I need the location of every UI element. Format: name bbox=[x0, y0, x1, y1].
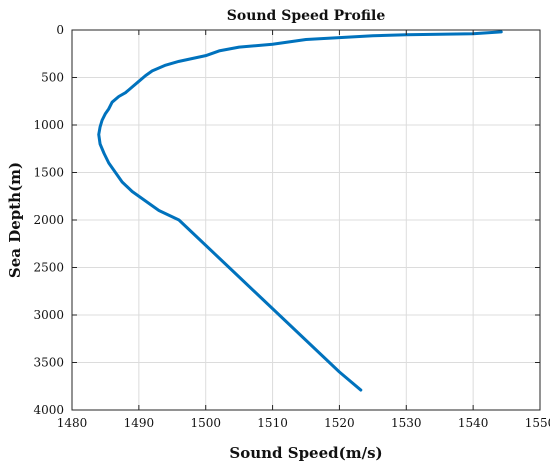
series-layer bbox=[97, 30, 503, 392]
y-tick-label: 1000 bbox=[33, 118, 64, 132]
y-tick-label: 1500 bbox=[33, 166, 64, 180]
x-tick-label: 1500 bbox=[190, 416, 221, 430]
x-tick-label: 1510 bbox=[257, 416, 288, 430]
series-line bbox=[97, 30, 503, 392]
y-tick-label: 2000 bbox=[33, 213, 64, 227]
y-tick-label: 4000 bbox=[33, 403, 64, 417]
chart-title: Sound Speed Profile bbox=[227, 8, 386, 24]
y-tick-label: 3500 bbox=[33, 356, 64, 370]
x-axis-label: Sound Speed(m/s) bbox=[229, 444, 382, 462]
y-tick-label: 2500 bbox=[33, 261, 64, 275]
x-tick-label: 1490 bbox=[124, 416, 155, 430]
y-tick-label: 3000 bbox=[33, 308, 64, 322]
x-tick-label: 1540 bbox=[458, 416, 489, 430]
y-axis-label: Sea Depth(m) bbox=[6, 162, 24, 278]
x-tick-label: 1480 bbox=[57, 416, 88, 430]
x-tick-label: 1530 bbox=[391, 416, 422, 430]
y-tick-label: 0 bbox=[56, 23, 64, 37]
x-tick-label: 1520 bbox=[324, 416, 355, 430]
y-tick-label: 500 bbox=[41, 71, 64, 85]
grid bbox=[72, 30, 540, 410]
